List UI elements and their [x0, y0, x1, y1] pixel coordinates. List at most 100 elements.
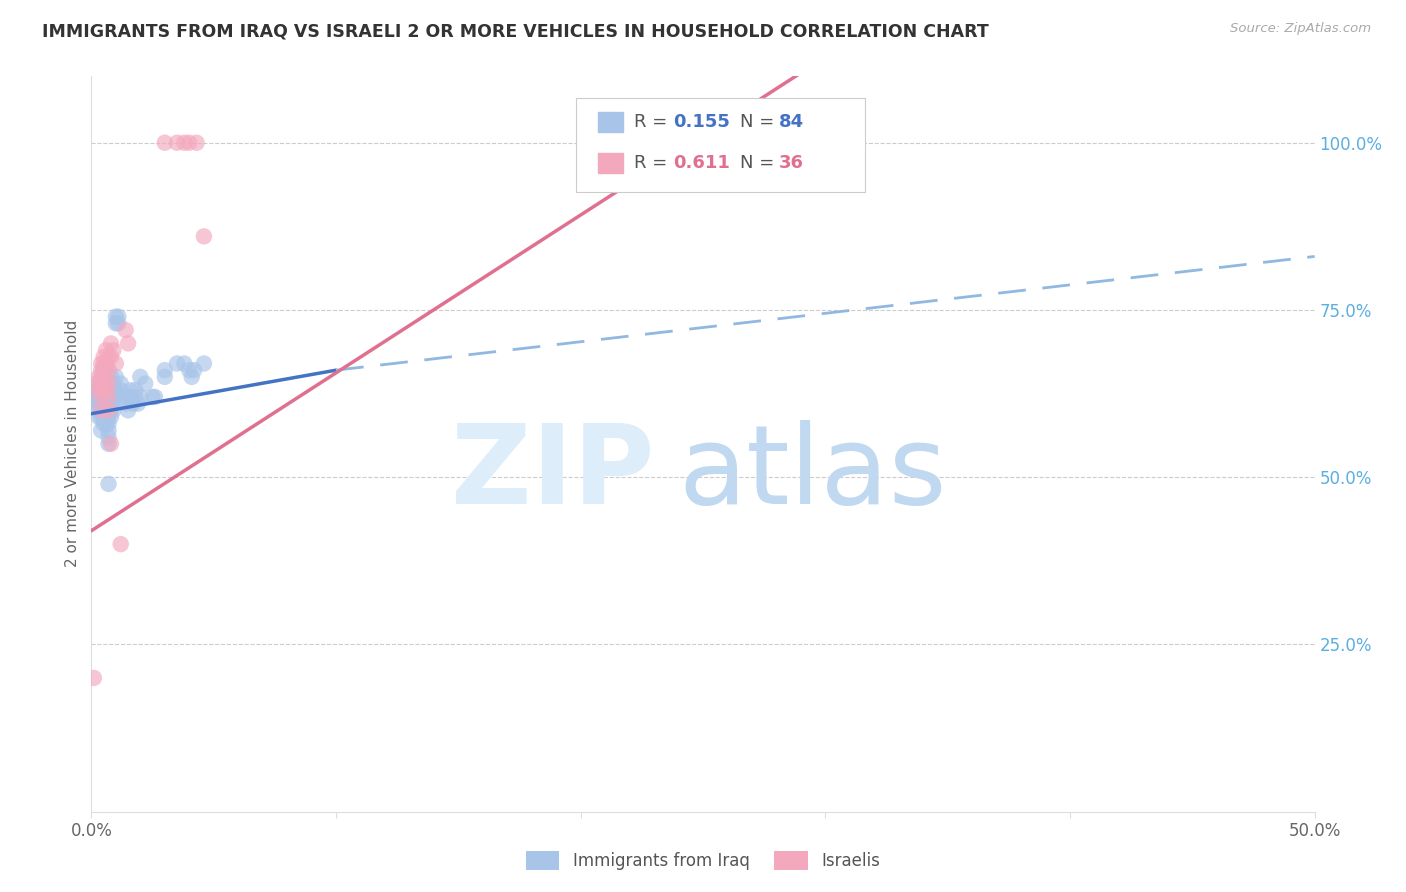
Point: [94, 356, 117, 371]
Legend: Immigrants from Iraq, Israelis: Immigrants from Iraq, Israelis: [519, 845, 887, 877]
Point: [104, 384, 127, 398]
Point: [97, 376, 120, 391]
Point: [110, 537, 132, 551]
Point: [93, 363, 115, 377]
Point: [104, 310, 127, 324]
Point: [141, 390, 163, 404]
Point: [97, 430, 120, 444]
Point: [90, 390, 112, 404]
Point: [100, 403, 122, 417]
Point: [100, 336, 122, 351]
Point: [104, 369, 127, 384]
Text: N =: N =: [740, 154, 779, 172]
Point: [122, 396, 145, 410]
Point: [100, 436, 122, 450]
Point: [179, 363, 201, 377]
Text: 0.155: 0.155: [673, 113, 730, 131]
Point: [120, 390, 142, 404]
Point: [110, 376, 132, 391]
Point: [103, 396, 125, 410]
Point: [166, 356, 188, 371]
Point: [87, 396, 110, 410]
Point: [97, 396, 120, 410]
Point: [107, 310, 129, 324]
Point: [193, 229, 215, 244]
Point: [104, 356, 127, 371]
Text: 36: 36: [779, 154, 804, 172]
Point: [87, 390, 110, 404]
Point: [103, 403, 125, 417]
Point: [83, 390, 105, 404]
Point: [97, 424, 120, 438]
Point: [97, 363, 120, 377]
Point: [93, 369, 115, 384]
Point: [93, 356, 115, 371]
Point: [129, 369, 152, 384]
Point: [90, 424, 112, 438]
Point: [94, 343, 117, 357]
Text: R =: R =: [634, 113, 673, 131]
Point: [100, 376, 122, 391]
Point: [97, 390, 120, 404]
Point: [103, 376, 125, 391]
Point: [127, 396, 149, 410]
Point: [94, 356, 117, 371]
Point: [153, 363, 176, 377]
Point: [134, 376, 156, 391]
Point: [97, 350, 120, 364]
Text: Source: ZipAtlas.com: Source: ZipAtlas.com: [1230, 22, 1371, 36]
Point: [103, 343, 125, 357]
Point: [166, 136, 188, 150]
Point: [124, 390, 146, 404]
Point: [103, 384, 125, 398]
Point: [93, 417, 115, 431]
Point: [93, 350, 115, 364]
Point: [97, 403, 120, 417]
Point: [124, 384, 146, 398]
Text: 84: 84: [779, 113, 804, 131]
Point: [103, 390, 125, 404]
Point: [93, 384, 115, 398]
Point: [153, 136, 176, 150]
Point: [93, 403, 115, 417]
Point: [100, 350, 122, 364]
Point: [93, 410, 115, 425]
Point: [84, 376, 107, 391]
Point: [90, 390, 112, 404]
Point: [117, 403, 139, 417]
Point: [94, 390, 117, 404]
Point: [117, 390, 139, 404]
Point: [117, 336, 139, 351]
Point: [107, 316, 129, 330]
Point: [94, 396, 117, 410]
Point: [83, 671, 105, 685]
Point: [193, 356, 215, 371]
Point: [87, 376, 110, 391]
Point: [84, 384, 107, 398]
Point: [110, 384, 132, 398]
Point: [143, 390, 166, 404]
Text: N =: N =: [740, 113, 779, 131]
Point: [90, 384, 112, 398]
Y-axis label: 2 or more Vehicles in Household: 2 or more Vehicles in Household: [65, 320, 80, 567]
Point: [183, 363, 205, 377]
Point: [100, 390, 122, 404]
Point: [97, 417, 120, 431]
Text: atlas: atlas: [679, 420, 948, 526]
Point: [87, 403, 110, 417]
Point: [84, 396, 107, 410]
Point: [173, 136, 195, 150]
Point: [112, 390, 135, 404]
Point: [94, 384, 117, 398]
Point: [93, 396, 115, 410]
Point: [97, 436, 120, 450]
Point: [179, 136, 201, 150]
Point: [153, 369, 176, 384]
Point: [97, 390, 120, 404]
Point: [94, 403, 117, 417]
Point: [94, 417, 117, 431]
Point: [173, 356, 195, 371]
Point: [97, 363, 120, 377]
Point: [97, 376, 120, 391]
Point: [94, 369, 117, 384]
